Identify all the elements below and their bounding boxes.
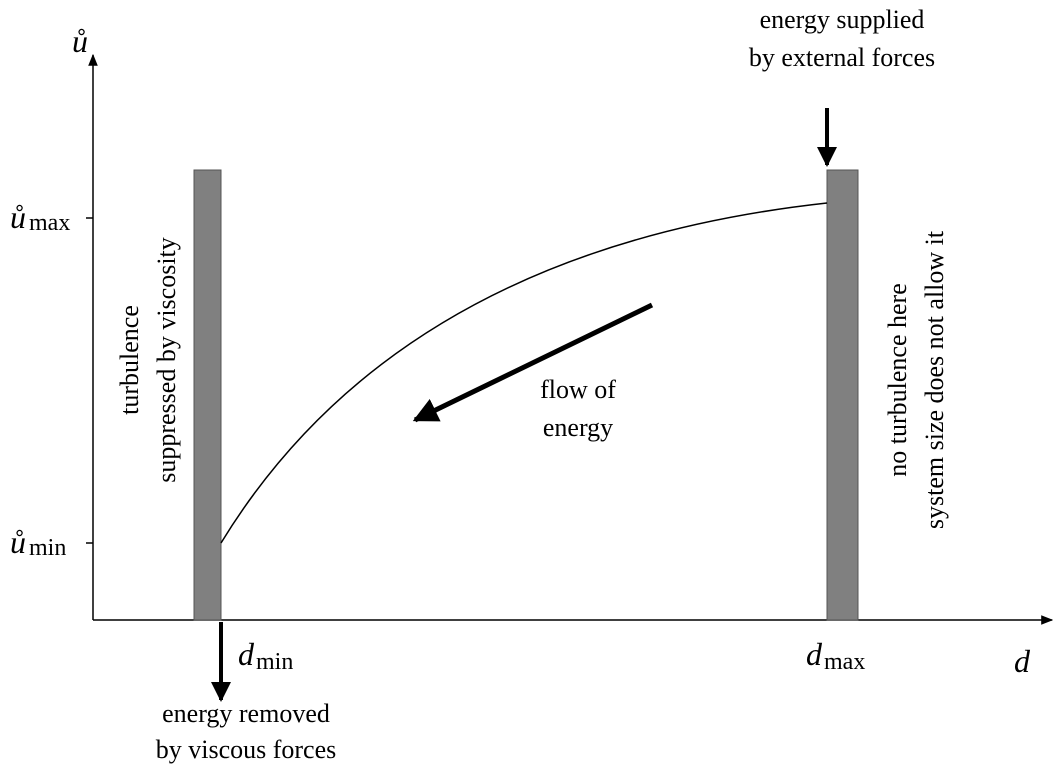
annotation: turbulence: [115, 305, 144, 415]
annotation: energy supplied: [760, 5, 925, 34]
energy-curve: [220, 202, 828, 544]
annotation: by viscous forces: [156, 735, 337, 764]
bar-dmin: [193, 169, 222, 621]
symbol: ů: [10, 199, 26, 235]
symbol: d: [238, 636, 255, 672]
bar-dmax: [826, 169, 859, 621]
annotation: by external forces: [749, 43, 935, 72]
subscript: min: [256, 649, 293, 675]
subscript: max: [824, 649, 865, 675]
annotation: suppressed by viscosity: [152, 237, 181, 483]
annotation: no turbulence here: [883, 283, 912, 476]
annotation: system size does not allow it: [920, 230, 949, 529]
y-axis-label: ů: [72, 23, 88, 59]
flow-arrow: [412, 302, 654, 423]
y-tick-min: ů min: [10, 524, 66, 561]
annotation: energy removed: [162, 699, 330, 728]
annotation: energy: [543, 413, 613, 442]
annotation: flow of: [540, 375, 616, 404]
x-tick-max: dmax: [806, 636, 865, 675]
symbol: ů: [10, 524, 26, 560]
x-axis-label: d: [1014, 643, 1031, 679]
y-tick-max: ů max: [10, 199, 70, 236]
subscript: max: [29, 210, 70, 236]
subscript: min: [29, 535, 66, 561]
x-tick-min: dmin: [238, 636, 293, 675]
symbol: d: [806, 636, 823, 672]
